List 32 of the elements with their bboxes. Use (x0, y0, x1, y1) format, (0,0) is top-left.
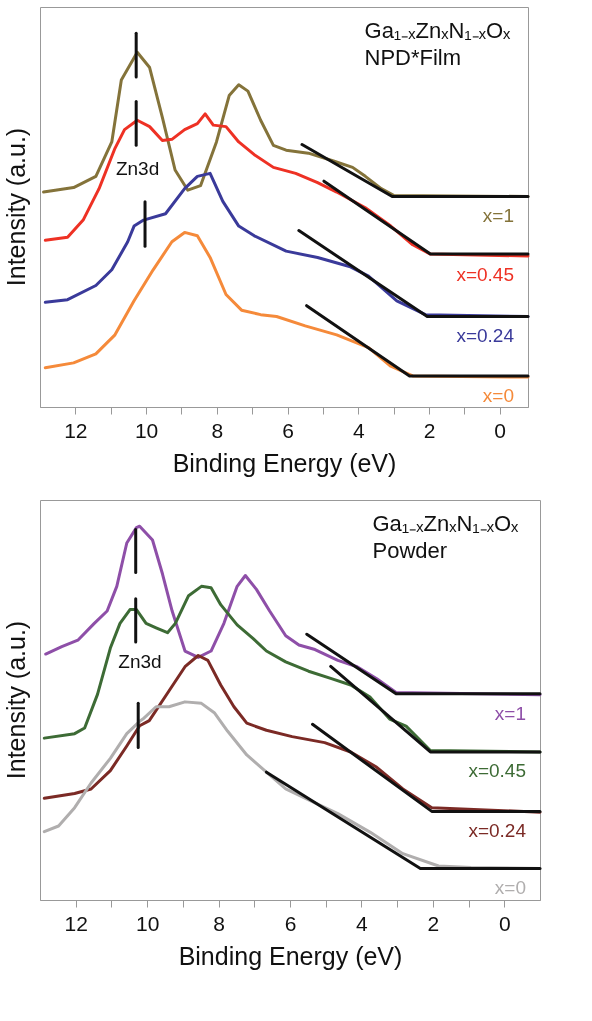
x-tick-label: 6 (282, 418, 294, 442)
series-label: x=1 (494, 702, 526, 724)
x-tick-label: 12 (64, 911, 88, 935)
text: NPD*Film (364, 45, 462, 70)
series-label: x=1 (482, 204, 514, 226)
y-axis-title: Intensity (a.u.) (2, 620, 30, 780)
chart-title: Ga₁₋ₓZnₓN₁₋ₓOₓ (372, 511, 520, 536)
x-tick-label: 8 (213, 911, 225, 935)
annotation: Zn3d (115, 158, 160, 179)
x-axis-title: Binding Energy (eV) (172, 448, 397, 477)
x-tick-label: 12 (64, 418, 88, 442)
series-label: x=0.45 (468, 759, 526, 781)
x-tick-label: 2 (427, 911, 440, 935)
x-axis-title: Binding Energy (eV) (178, 941, 403, 970)
series-label: x=0 (482, 385, 514, 407)
chart-title: Ga₁₋ₓZnₓN₁₋ₓOₓ (364, 18, 512, 43)
x-tick-label: 4 (352, 418, 365, 442)
x-tick-label: 6 (284, 911, 297, 935)
series-label: x=0.45 (456, 263, 514, 285)
annotation: Zn3d (118, 651, 162, 672)
y-axis-title: Intensity (a.u.) (2, 127, 30, 287)
x-tick-label: 0 (498, 911, 511, 935)
series-label: x=0 (494, 876, 526, 898)
x-tick-label: 8 (211, 418, 224, 442)
x-tick-label: 10 (135, 911, 160, 935)
text: Powder (372, 538, 448, 563)
series-label: x=0.24 (468, 820, 527, 842)
x-tick-label: 0 (494, 418, 507, 442)
series-label: x=0.24 (456, 324, 515, 346)
x-tick-label: 10 (134, 418, 159, 442)
x-tick-label: 2 (423, 418, 436, 442)
x-tick-label: 4 (356, 911, 369, 935)
